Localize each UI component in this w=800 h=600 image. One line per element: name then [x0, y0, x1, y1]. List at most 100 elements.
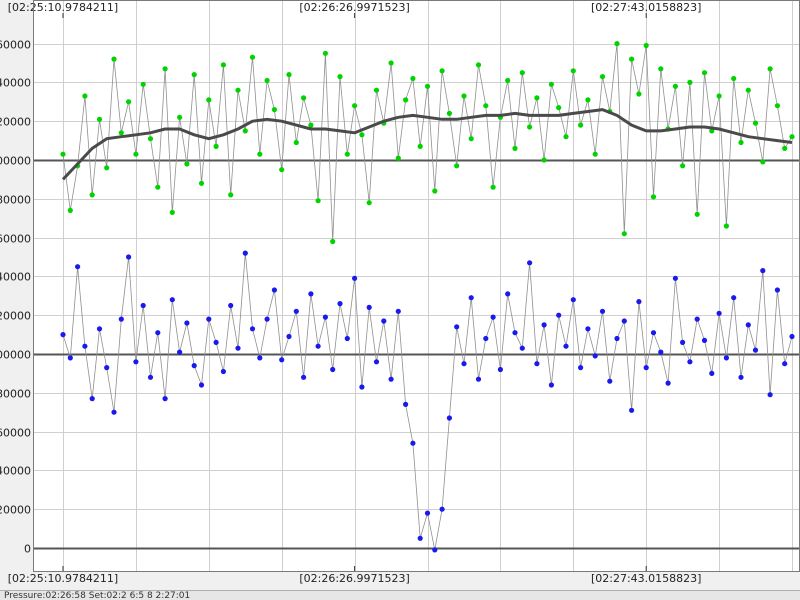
data-point: [147, 374, 154, 380]
data-point: [599, 74, 606, 80]
data-point: [89, 192, 95, 198]
data-point: [271, 107, 277, 113]
data-point: [388, 60, 394, 66]
data-point: [432, 547, 438, 553]
data-point: [213, 143, 219, 149]
data-point: [308, 291, 314, 297]
data-point: [687, 359, 693, 365]
data-point: [701, 337, 708, 343]
y-tick-label: 160000: [0, 233, 31, 246]
y-tick-label: 180000: [0, 194, 31, 207]
data-point: [395, 308, 401, 314]
data-point: [454, 324, 460, 330]
data-point: [140, 302, 146, 309]
data-point: [104, 165, 110, 171]
y-tick-label: 140000: [0, 271, 31, 284]
data-point: [658, 66, 664, 72]
data-point: [483, 103, 489, 109]
data-point: [519, 345, 525, 351]
data-point: [155, 184, 161, 190]
data-point: [403, 97, 409, 103]
data-point: [585, 326, 591, 332]
data-point: [614, 335, 620, 342]
data-point: [461, 361, 467, 367]
x-time-label-top: [02:25:10.9784211]: [8, 1, 118, 14]
data-point: [264, 77, 270, 84]
data-point: [366, 304, 372, 310]
data-point: [140, 81, 146, 87]
data-point: [279, 167, 285, 173]
data-point: [636, 299, 642, 305]
data-point: [512, 145, 518, 151]
data-point: [293, 308, 299, 314]
x-time-label-bottom: [02:27:43.0158823]: [591, 572, 701, 585]
data-point: [731, 75, 737, 82]
x-time-label-top: [02:27:43.0158823]: [591, 1, 701, 14]
data-point: [220, 62, 226, 68]
data-point: [694, 316, 700, 322]
data-point: [607, 378, 613, 384]
data-point: [60, 332, 66, 338]
data-point: [752, 347, 759, 353]
data-point: [585, 97, 591, 103]
data-point: [475, 376, 482, 382]
data-point: [359, 132, 365, 138]
data-point: [242, 128, 248, 134]
data-point: [716, 310, 722, 316]
data-point: [242, 250, 248, 256]
axis-layer: 0 20000 40000 60000 80000 100000 120000 140000 1…: [0, 1, 701, 585]
data-point: [548, 382, 555, 388]
data-point: [264, 316, 270, 322]
data-point: [629, 56, 635, 62]
y-tick-label: 20000: [0, 504, 31, 517]
data-point: [249, 326, 256, 332]
trend-line: [61, 108, 793, 181]
data-point: [286, 72, 292, 78]
data-point: [126, 254, 132, 260]
data-point: [694, 211, 700, 217]
data-point: [548, 81, 555, 87]
data-point: [534, 361, 540, 367]
data-point: [126, 99, 132, 105]
data-point: [177, 349, 183, 355]
y-tick-label: 0: [24, 543, 31, 556]
reference-lines: [34, 159, 800, 550]
data-point: [293, 139, 299, 146]
data-point: [752, 120, 759, 126]
data-point: [410, 75, 416, 82]
data-point: [731, 295, 737, 301]
data-point: [395, 155, 401, 161]
data-point: [330, 366, 336, 373]
data-point: [410, 440, 416, 446]
data-point: [723, 355, 730, 361]
data-point: [169, 297, 175, 303]
data-point: [650, 330, 657, 336]
data-point: [344, 151, 350, 157]
data-point: [352, 103, 358, 109]
data-point: [760, 268, 766, 274]
data-point: [322, 50, 328, 56]
data-point: [519, 70, 525, 76]
data-point: [184, 320, 190, 326]
data-point: [82, 343, 88, 349]
y-tick-label: 40000: [0, 465, 31, 478]
data-point: [198, 382, 205, 388]
data-point: [60, 151, 66, 157]
data-point: [454, 163, 460, 169]
data-point: [672, 275, 679, 281]
data-point: [322, 314, 328, 320]
data-point: [403, 401, 409, 407]
data-point: [738, 139, 744, 146]
data-point: [578, 365, 584, 371]
data-point: [527, 260, 533, 266]
data-point: [133, 359, 139, 365]
data-point: [446, 110, 452, 116]
data-point: [439, 506, 445, 512]
data-point: [468, 136, 474, 142]
y-tick-label: 260000: [0, 39, 31, 52]
data-point: [767, 392, 773, 398]
data-point: [527, 124, 533, 130]
data-point: [782, 145, 788, 151]
data-point: [701, 70, 708, 76]
x-time-label-bottom: [02:25:10.9784211]: [8, 572, 118, 585]
